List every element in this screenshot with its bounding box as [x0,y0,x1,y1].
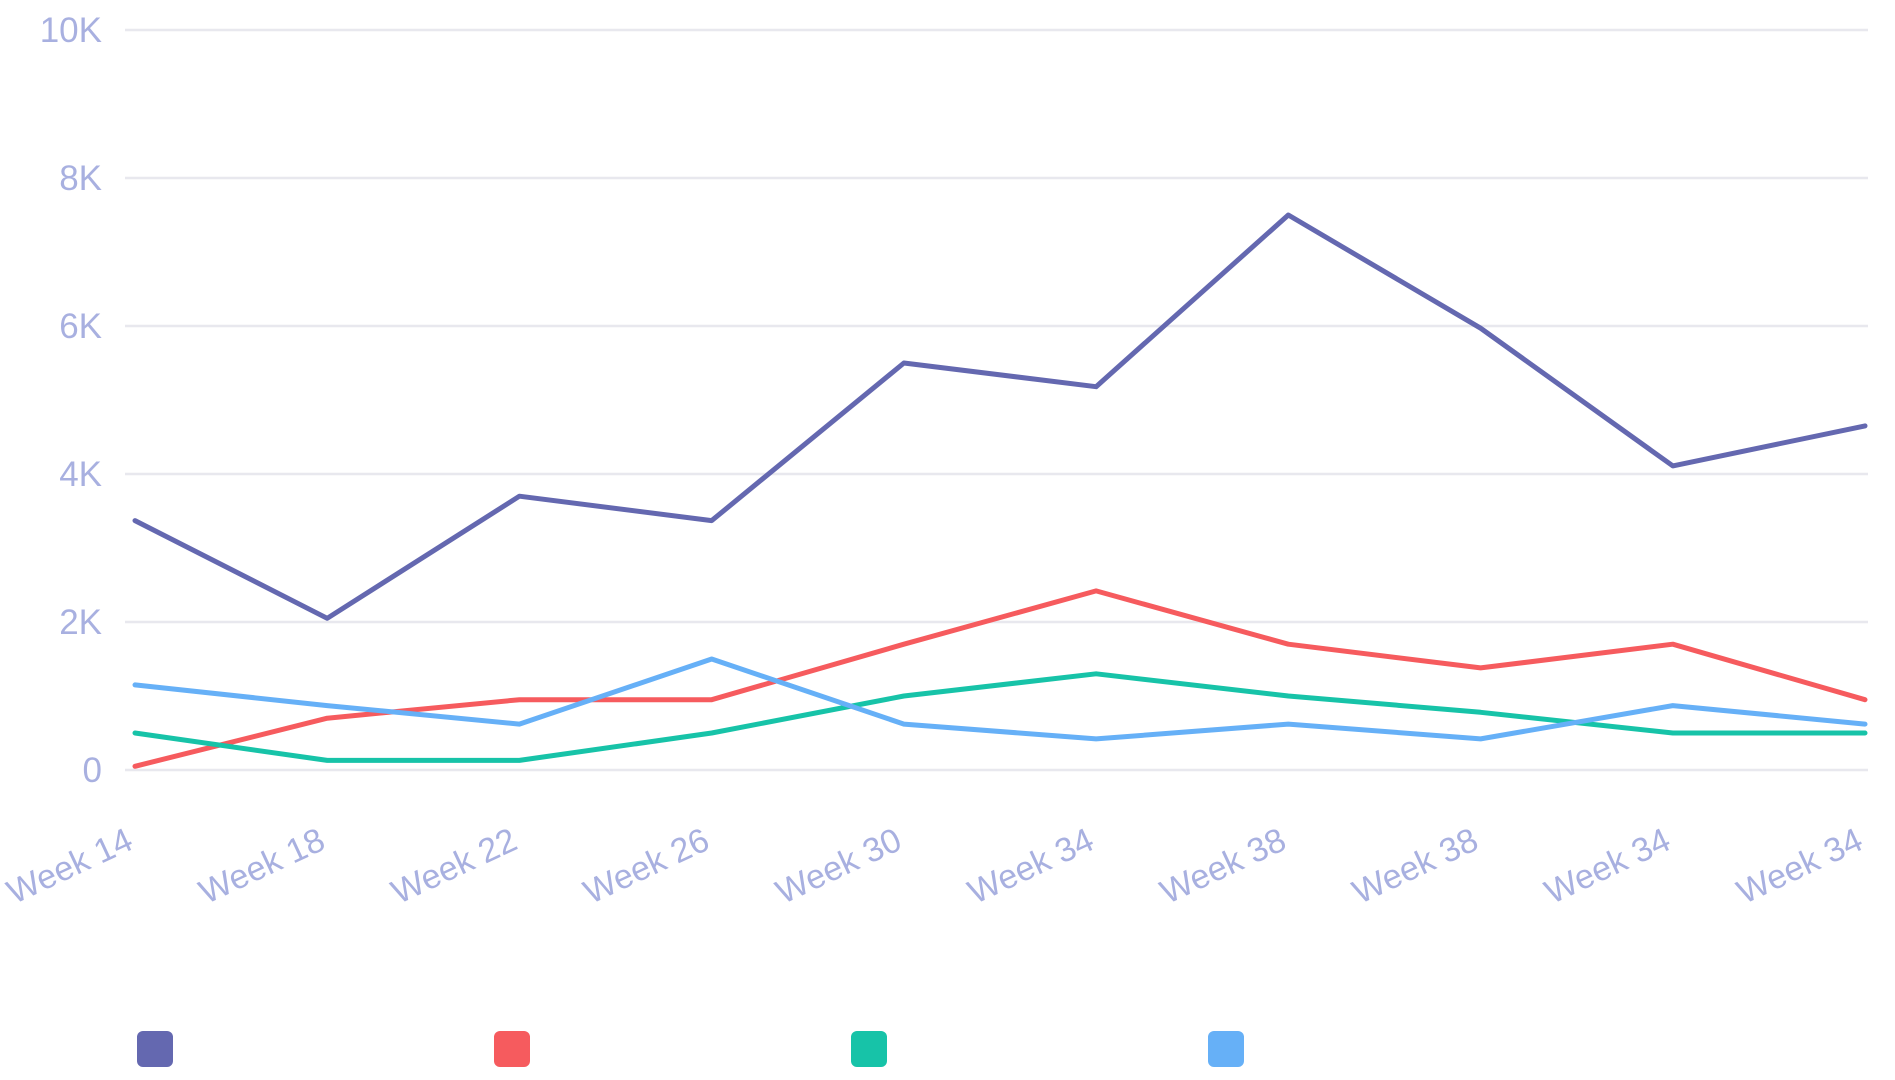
series-line-2 [132,588,1868,769]
x-tick-label: Week 34 [1731,821,1868,912]
x-tick-label: Week 30 [770,821,907,912]
x-tick-label: Week 34 [1539,821,1676,912]
y-tick-label: 8K [59,159,102,198]
y-tick-label: 2K [59,603,102,642]
legend-swatch-1 [137,1031,173,1067]
legend-swatch-2 [494,1031,530,1067]
y-tick-label: 4K [59,455,102,494]
series-line-1 [132,212,1868,621]
y-tick-label: 10K [40,11,102,50]
legend-swatch-4 [1208,1031,1244,1067]
legend [137,1031,1244,1067]
x-tick-label: Week 14 [1,821,138,912]
y-axis-ticks: 0 2K 4K 6K 8K 10K [40,11,102,790]
x-tick-label: Week 18 [193,821,330,912]
y-tick-label: 6K [59,307,102,346]
x-tick-label: Week 38 [1347,821,1484,912]
y-tick-label: 0 [83,751,102,790]
x-tick-label: Week 26 [578,821,715,912]
series-line-4 [132,656,1868,742]
x-tick-label: Week 34 [962,821,1099,912]
legend-swatch-3 [851,1031,887,1067]
grid-lines [125,28,1868,772]
x-tick-label: Week 22 [386,821,523,912]
series-lines [132,212,1868,769]
x-tick-label: Week 38 [1155,821,1292,912]
x-axis-ticks: Week 14 Week 18 Week 22 Week 26 Week 30 Week … [1,821,1868,912]
